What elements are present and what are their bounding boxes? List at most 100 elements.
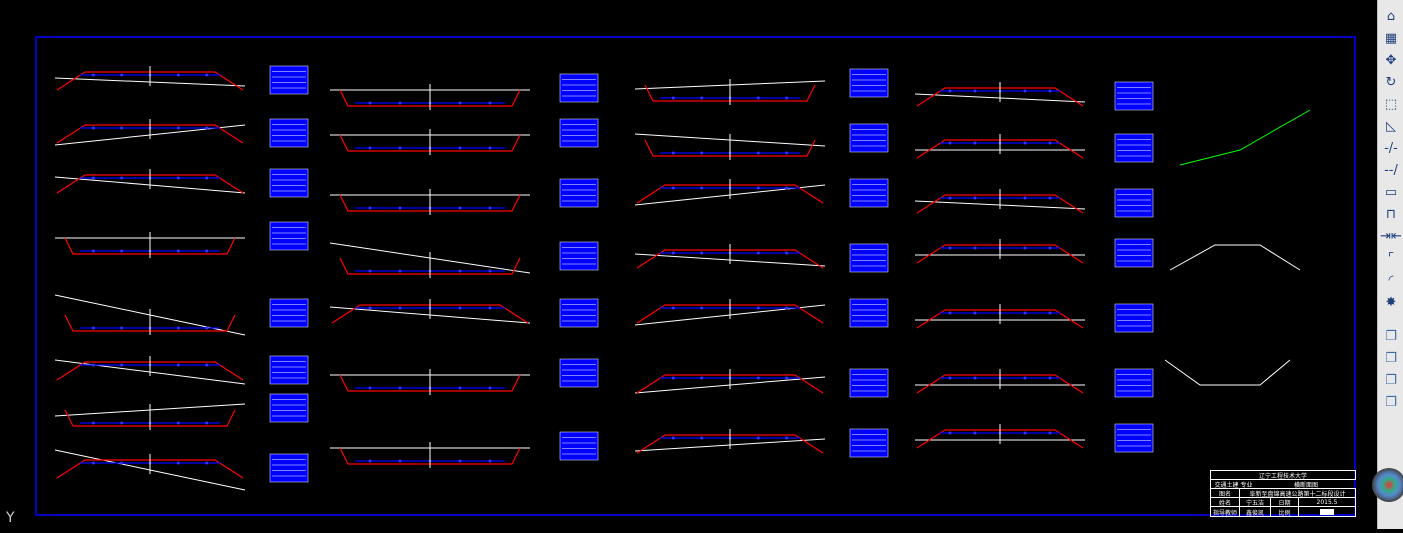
ditch-mark: [205, 73, 209, 77]
ditch-mark: [756, 436, 760, 440]
ditch-mark: [785, 376, 789, 380]
modify-toolbar: ⌂ ▦ ✥ ↻ ⬚ ◺ -/- --/ ▭ ⊓ ⇥⇤ ⌜ ◜ ✸ ❐ ❐ ❐ ❐: [1377, 0, 1403, 529]
copy-array-icon[interactable]: ▦: [1384, 30, 1398, 46]
stretch-icon[interactable]: ◺: [1386, 118, 1396, 134]
data-table: [559, 118, 599, 148]
ditch-mark: [1048, 311, 1052, 315]
floating-assistant-button[interactable]: [1372, 468, 1403, 502]
ditch-mark: [368, 269, 372, 273]
ditch-mark: [398, 459, 402, 463]
bring-front-icon[interactable]: ❐: [1385, 328, 1397, 344]
ditch-mark: [205, 249, 209, 253]
erase-icon[interactable]: ⌂: [1386, 8, 1396, 24]
ditch-mark: [785, 96, 789, 100]
ditch-mark: [948, 431, 952, 435]
data-table: [269, 453, 309, 483]
ditch-mark: [756, 376, 760, 380]
join-icon[interactable]: ⇥⇤: [1380, 228, 1402, 244]
ditch-mark: [120, 73, 124, 77]
ditch-mark: [120, 126, 124, 130]
ditch-mark: [756, 306, 760, 310]
ditch-mark: [756, 151, 760, 155]
ditch-mark: [205, 126, 209, 130]
ditch-mark: [176, 176, 180, 180]
data-table: [849, 368, 889, 398]
data-table: [269, 298, 309, 328]
ditch-mark: [368, 101, 372, 105]
data-table: [269, 118, 309, 148]
ditch-mark: [1023, 376, 1027, 380]
scale-icon[interactable]: ⬚: [1384, 96, 1398, 112]
ditch-mark: [176, 461, 180, 465]
ditch-mark: [973, 141, 977, 145]
ditch-mark: [700, 376, 704, 380]
explode-icon[interactable]: ✸: [1385, 294, 1397, 310]
break-icon[interactable]: ⊓: [1385, 206, 1397, 222]
ditch-mark: [398, 269, 402, 273]
data-table: [849, 243, 889, 273]
ditch-mark: [700, 151, 704, 155]
ditch-mark: [120, 461, 124, 465]
ditch-mark: [785, 306, 789, 310]
drawing-canvas[interactable]: 辽宁工程技术大学 交通土建 专业 横断面图 图名 阜新至盘锦高速公路第十二标段设计 …: [0, 0, 1377, 529]
rotate-icon[interactable]: ↻: [1385, 74, 1397, 90]
send-under-icon[interactable]: ❐: [1385, 394, 1397, 410]
ditch-mark: [458, 386, 462, 390]
ditch-mark: [756, 186, 760, 190]
ditch-mark: [368, 386, 372, 390]
ditch-mark: [1023, 246, 1027, 250]
ditch-mark: [700, 186, 704, 190]
data-table: [559, 431, 599, 461]
data-table: [849, 298, 889, 328]
extend-icon[interactable]: --/: [1384, 162, 1398, 178]
break-at-point-icon[interactable]: ▭: [1384, 184, 1398, 200]
data-table: [1114, 238, 1154, 268]
ditch-mark: [785, 186, 789, 190]
date: 2015.5: [1299, 498, 1356, 507]
ditch-mark: [120, 326, 124, 330]
ditch-mark: [120, 363, 124, 367]
ditch-mark: [488, 269, 492, 273]
ditch-mark: [1023, 431, 1027, 435]
advisor-name: 鑫俊凯: [1240, 507, 1271, 517]
bring-above-icon[interactable]: ❐: [1385, 372, 1397, 388]
ditch-mark: [176, 249, 180, 253]
ditch-mark: [398, 206, 402, 210]
drawing-name: 横断面图: [1293, 482, 1318, 489]
ditch-mark: [1023, 141, 1027, 145]
ditch-mark: [458, 206, 462, 210]
ditch-mark: [948, 311, 952, 315]
ditch-mark: [948, 246, 952, 250]
ditch-mark: [458, 306, 462, 310]
data-table: [1114, 188, 1154, 218]
ditch-mark: [1023, 311, 1027, 315]
data-table: [269, 221, 309, 251]
ditch-mark: [948, 141, 952, 145]
data-table: [269, 393, 309, 423]
trim-icon[interactable]: -/-: [1384, 140, 1398, 156]
data-table: [1114, 423, 1154, 453]
label-date: 日期: [1271, 498, 1299, 507]
ditch-mark: [176, 73, 180, 77]
ditch-mark: [368, 206, 372, 210]
chamfer-icon[interactable]: ⌜: [1387, 250, 1395, 266]
ucs-y-axis-label: Y: [6, 510, 15, 526]
ditch-mark: [785, 251, 789, 255]
data-table: [269, 65, 309, 95]
ditch-mark: [973, 311, 977, 315]
ditch-mark: [700, 436, 704, 440]
ditch-mark: [368, 459, 372, 463]
ditch-mark: [458, 269, 462, 273]
major: 交通土建 专业: [1214, 482, 1253, 489]
move-icon[interactable]: ✥: [1385, 52, 1397, 68]
ditch-mark: [488, 101, 492, 105]
data-table: [269, 168, 309, 198]
ditch-mark: [488, 146, 492, 150]
fillet-icon[interactable]: ◜: [1388, 272, 1394, 288]
ditch-mark: [398, 146, 402, 150]
ditch-mark: [1048, 376, 1052, 380]
ditch-mark: [176, 363, 180, 367]
ditch-mark: [91, 249, 95, 253]
send-back-icon[interactable]: ❐: [1385, 350, 1397, 366]
student-name: 宁五洁: [1240, 498, 1271, 507]
